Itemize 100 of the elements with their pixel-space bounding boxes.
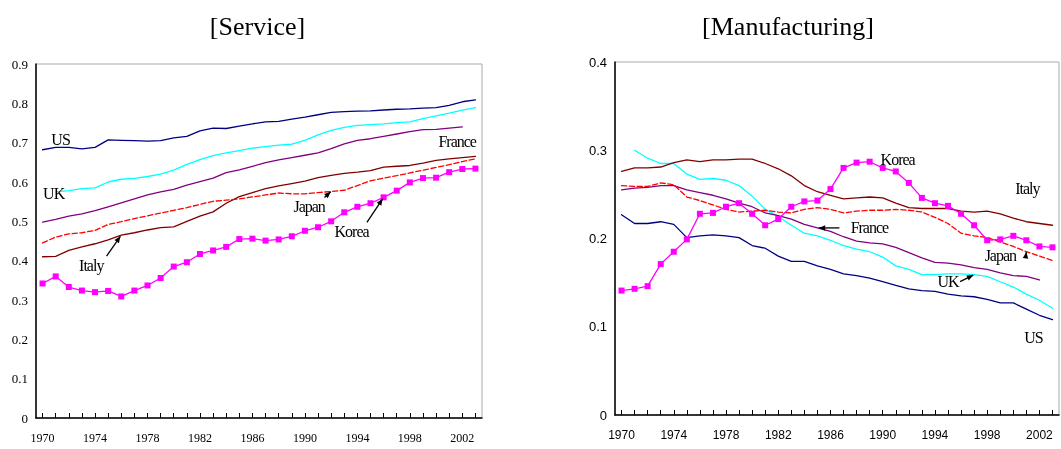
series-label: Japan	[984, 247, 1018, 266]
series-label: Italy	[1015, 179, 1041, 198]
series-label: Korea	[334, 222, 370, 240]
point	[196, 250, 203, 257]
point	[433, 174, 440, 181]
x-tick-label: 1994	[921, 428, 949, 442]
point	[696, 210, 703, 217]
x-tick-label: 1982	[764, 428, 792, 442]
y-tick-label: 0.4	[588, 54, 607, 70]
series-label: UK	[937, 273, 961, 291]
x-tick-label: 1978	[712, 428, 740, 442]
point	[406, 179, 413, 186]
series-label: France	[438, 132, 477, 150]
x-tick-label: 1998	[973, 428, 1001, 442]
point	[723, 203, 729, 210]
point	[618, 287, 625, 294]
line-series	[41, 99, 477, 151]
point	[393, 187, 400, 194]
x-tick-label: 1974	[660, 428, 688, 442]
point	[157, 274, 164, 281]
x-tick-label: 1986	[817, 428, 845, 442]
point	[170, 263, 177, 270]
point	[631, 285, 638, 292]
point	[472, 165, 479, 172]
point	[997, 236, 1004, 243]
chart-title: [Service]	[209, 11, 306, 41]
series-label: Korea	[880, 151, 916, 169]
point	[39, 280, 46, 287]
point	[52, 273, 59, 280]
point	[749, 210, 756, 217]
point	[801, 198, 808, 205]
point	[380, 194, 387, 201]
point	[223, 243, 230, 250]
series-label: US	[1024, 328, 1043, 346]
point	[918, 194, 925, 201]
point	[65, 284, 72, 291]
x-tick-label: 1974	[83, 431, 108, 445]
point	[892, 168, 899, 175]
point	[762, 222, 769, 229]
point	[367, 200, 374, 207]
point	[315, 224, 322, 231]
y-tick-label: 0.2	[11, 331, 28, 347]
series-label: UK	[43, 185, 66, 203]
x-tick-label: 1990	[869, 428, 897, 442]
point	[262, 237, 269, 244]
point	[644, 283, 651, 290]
y-tick-label: 0	[599, 407, 607, 423]
point	[78, 287, 85, 294]
point	[814, 197, 821, 204]
y-tick-label: 0.3	[588, 142, 607, 158]
point	[827, 186, 834, 193]
point	[931, 200, 938, 207]
y-tick-label: 0.6	[11, 174, 29, 190]
point	[288, 233, 295, 240]
point	[446, 169, 453, 176]
point	[1010, 232, 1017, 239]
point	[118, 293, 125, 300]
x-tick-label: 1990	[292, 431, 317, 445]
line-series	[633, 149, 1054, 309]
x-tick-label: 2002	[1026, 428, 1054, 442]
point	[788, 203, 795, 210]
point	[945, 202, 951, 209]
y-tick-label: 0.4	[11, 253, 29, 269]
point	[736, 200, 743, 207]
series-label: France	[850, 219, 890, 237]
x-tick-label: 1982	[187, 431, 212, 445]
point	[301, 227, 308, 234]
point	[419, 175, 426, 182]
y-tick-label: 0.1	[11, 371, 28, 387]
point	[210, 247, 217, 254]
x-tick-label: 1986	[240, 431, 265, 445]
line-series	[41, 155, 477, 258]
y-tick-label: 0.7	[11, 135, 29, 151]
point	[275, 236, 282, 243]
point	[354, 203, 361, 210]
y-tick-label: 0.3	[11, 292, 28, 308]
x-tick-label: 1970	[608, 428, 636, 442]
point	[328, 218, 335, 225]
point	[249, 235, 256, 242]
point	[984, 237, 991, 244]
point	[840, 164, 847, 171]
x-tick-label: 2002	[450, 431, 475, 445]
point	[1023, 237, 1030, 244]
chart-title: [Manufacturing]	[702, 11, 874, 41]
point	[144, 282, 151, 289]
x-tick-label: 1978	[135, 431, 160, 445]
series-label: Japan	[293, 197, 326, 216]
point	[657, 261, 664, 268]
line-series	[620, 214, 1054, 321]
series-label: US	[51, 131, 70, 149]
point	[683, 236, 690, 243]
series-label: Italy	[79, 256, 105, 275]
point	[105, 287, 112, 294]
line-series	[41, 158, 477, 244]
point	[92, 289, 99, 296]
point	[236, 236, 243, 243]
point	[1036, 243, 1043, 250]
point	[1049, 244, 1056, 251]
point	[866, 158, 873, 165]
x-tick-label: 1998	[397, 431, 422, 445]
